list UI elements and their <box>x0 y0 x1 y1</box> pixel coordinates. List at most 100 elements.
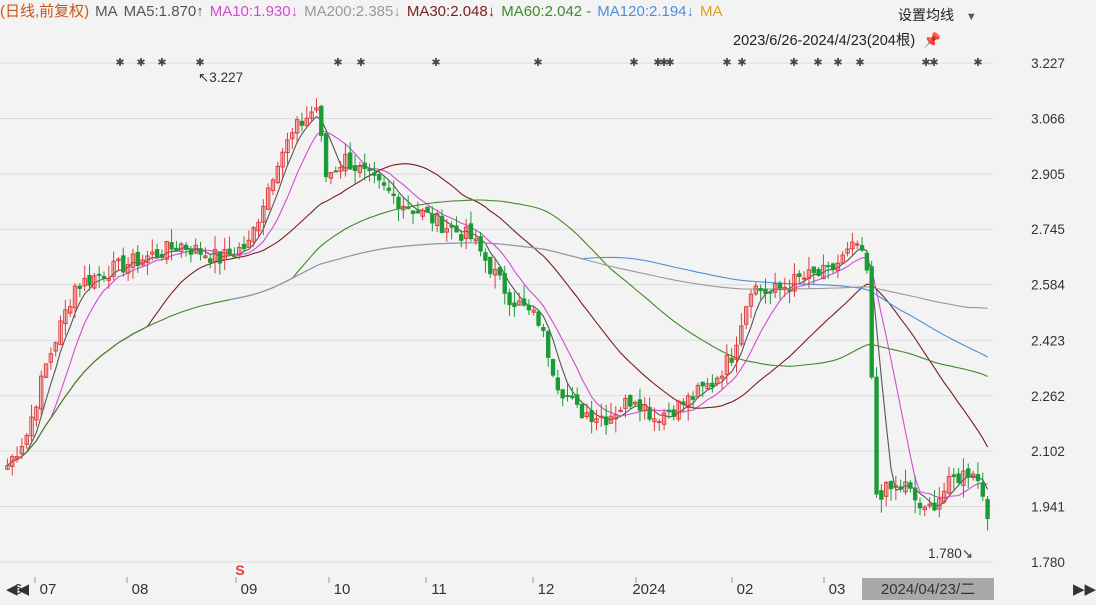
candle-body <box>980 482 985 497</box>
candle-body <box>294 119 300 134</box>
candle-body <box>526 304 532 311</box>
candle-body <box>77 285 83 289</box>
candle-body <box>497 267 503 276</box>
candle-body <box>574 394 580 405</box>
candle-body <box>869 266 874 378</box>
price-axis: 3.227 3.066 2.905 2.745 2.584 2.423 2.262 2.102… <box>1031 56 1065 570</box>
candle-body <box>734 344 739 360</box>
candle-body <box>840 254 845 264</box>
candle-body <box>748 293 754 307</box>
candle-body <box>193 244 198 254</box>
y-tick-label: 2.262 <box>1031 389 1065 404</box>
candle-body <box>816 268 821 276</box>
candle-body <box>632 401 638 405</box>
candle-body <box>772 283 778 293</box>
pin-icon[interactable]: 📌 <box>923 33 942 49</box>
candle-body <box>101 275 107 279</box>
event-mark: ✱ <box>833 56 842 69</box>
candle-body <box>657 421 662 424</box>
candle-body <box>879 490 884 500</box>
candle-body <box>285 139 290 154</box>
candle-body <box>956 473 961 484</box>
candle-body <box>203 255 208 259</box>
event-mark: ✱ <box>356 56 365 69</box>
candles <box>5 98 990 531</box>
x-tick-label: 03 <box>829 581 846 598</box>
candle-body <box>700 381 705 387</box>
candle-body <box>386 187 392 192</box>
candle-body <box>739 325 744 345</box>
candle-body <box>92 275 97 289</box>
ma200-line <box>229 242 988 309</box>
candle-body <box>430 213 435 224</box>
candle-body <box>183 244 189 250</box>
candle-body <box>164 241 169 260</box>
candle-body <box>362 162 367 169</box>
candle-body <box>502 273 507 294</box>
candle-body <box>116 258 121 262</box>
candle-body <box>111 260 116 277</box>
candle-body <box>24 434 29 445</box>
indicator-5: MA120:2.194↓ <box>597 3 695 20</box>
candle-body <box>690 396 696 400</box>
candle-body <box>671 409 676 417</box>
event-mark: ✱ <box>195 56 204 69</box>
candle-body <box>724 354 730 375</box>
event-mark: ✱ <box>665 56 674 69</box>
candle-body <box>932 502 937 511</box>
indicator-6: MA <box>700 3 723 20</box>
event-mark: ✱ <box>115 56 124 69</box>
moving-averages <box>7 115 989 507</box>
candle-body <box>787 289 792 292</box>
candle-body <box>603 416 609 426</box>
candle-body <box>763 288 768 294</box>
candle-body <box>212 248 218 262</box>
candle-body <box>883 482 889 497</box>
event-marks: ✱ ✱ ✱ ✱ ✱ ✱ ✱ ✱ ✱ ✱✱✱ ✱ ✱ ✱ ✱ ✱ ✱ ✱✱ ✱S <box>115 56 982 578</box>
candle-body <box>492 268 498 276</box>
y-tick-label: 3.066 <box>1031 112 1065 127</box>
candle-body <box>850 241 855 250</box>
event-mark: ✱ <box>653 56 662 69</box>
event-mark: ✱ <box>789 56 798 69</box>
event-mark: ✱ <box>813 56 822 69</box>
x-tick-label: 07 <box>40 581 57 598</box>
candle-body <box>488 256 493 275</box>
candle-body <box>521 298 527 306</box>
candle-body <box>420 209 425 217</box>
event-mark: ✱ <box>737 56 746 69</box>
event-mark: ✱ <box>629 56 638 69</box>
candle-body <box>594 418 599 423</box>
y-tick-label: 2.905 <box>1031 167 1065 182</box>
candle-body <box>946 476 952 494</box>
candle-body <box>154 249 160 258</box>
candle-body <box>299 120 305 126</box>
candle-body <box>217 251 223 264</box>
candle-body <box>405 206 411 209</box>
y-tick-label: 2.102 <box>1031 444 1065 459</box>
candle-body <box>555 377 561 391</box>
candle-body <box>546 331 551 358</box>
settings-ma-button[interactable]: 设置均线 ▼ <box>898 5 977 25</box>
candle-body <box>888 480 894 490</box>
candle-body <box>63 309 68 324</box>
candle-body <box>676 400 681 420</box>
prev-icon: ◀◀ <box>6 581 30 598</box>
candle-body <box>43 363 49 378</box>
settings-label: 设置均线 <box>898 7 954 23</box>
date-range-label: 2023/6/26-2024/4/23(204根) 📌 <box>733 33 942 49</box>
y-tick-label: 1.941 <box>1031 499 1065 514</box>
candle-body <box>536 311 541 326</box>
candle-body <box>647 406 652 420</box>
candle-body <box>970 473 976 478</box>
ma10-line <box>7 130 988 499</box>
candle-body <box>87 274 92 286</box>
ma5-line <box>7 115 989 507</box>
candle-body <box>830 263 836 270</box>
grid <box>0 62 993 563</box>
candle-body <box>357 165 363 173</box>
candle-body <box>280 151 285 168</box>
candle-body <box>560 389 565 399</box>
